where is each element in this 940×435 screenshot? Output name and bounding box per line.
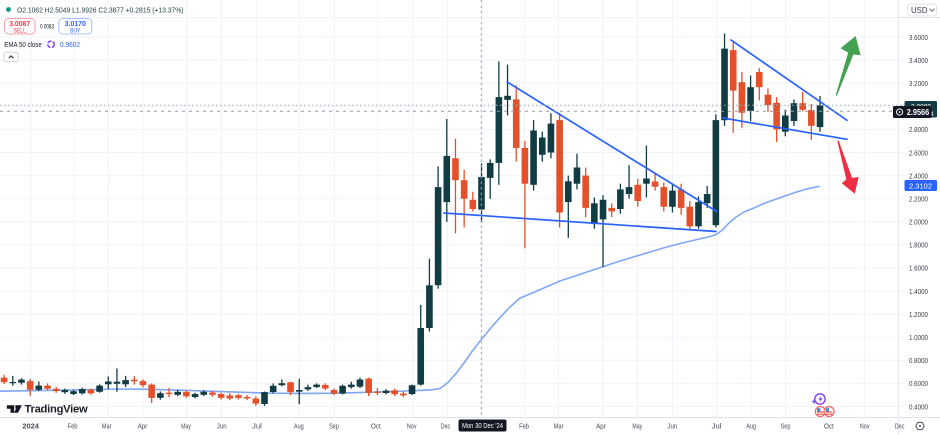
svg-text:Mon 30 Dec '24: Mon 30 Dec '24 bbox=[462, 421, 503, 430]
svg-text:Aug: Aug bbox=[294, 422, 304, 431]
svg-text:0.8000: 0.8000 bbox=[909, 356, 928, 365]
svg-text:Sep: Sep bbox=[781, 422, 791, 431]
svg-text:Jun: Jun bbox=[217, 422, 227, 431]
svg-text:May: May bbox=[181, 422, 191, 431]
svg-text:BUY: BUY bbox=[70, 27, 80, 34]
svg-text:O2.1062 H2.5049 L1.9926 C2.: O2.1062 H2.5049 L1.9926 C2.3877 +0.2815 … bbox=[17, 5, 184, 14]
svg-text:Sep: Sep bbox=[329, 422, 339, 431]
svg-text:Mar: Mar bbox=[102, 422, 112, 431]
svg-text:2.6000: 2.6000 bbox=[909, 148, 928, 157]
svg-text:1.4000: 1.4000 bbox=[909, 287, 928, 296]
svg-text:May: May bbox=[632, 422, 642, 431]
svg-text:3.0087: 3.0087 bbox=[9, 19, 30, 28]
svg-text:2.9566: 2.9566 bbox=[907, 108, 930, 117]
svg-text:2024: 2024 bbox=[22, 422, 39, 431]
svg-text:Oct: Oct bbox=[371, 422, 381, 431]
svg-text:Mar: Mar bbox=[554, 422, 564, 431]
svg-text:Nov: Nov bbox=[860, 422, 870, 431]
svg-text:2.0000: 2.0000 bbox=[909, 218, 928, 227]
svg-text:3.2000: 3.2000 bbox=[909, 79, 928, 88]
svg-text:Dec: Dec bbox=[441, 422, 451, 431]
svg-text:1.2000: 1.2000 bbox=[909, 310, 928, 319]
svg-text:3.0170: 3.0170 bbox=[65, 19, 86, 28]
svg-text:Feb: Feb bbox=[519, 422, 529, 431]
svg-text:0.0083: 0.0083 bbox=[40, 24, 54, 31]
svg-text:SELL: SELL bbox=[13, 27, 26, 34]
svg-text:Nov: Nov bbox=[407, 422, 417, 431]
svg-text:Oct: Oct bbox=[824, 422, 834, 431]
svg-text:Feb: Feb bbox=[68, 422, 78, 431]
svg-text:3.6000: 3.6000 bbox=[909, 33, 928, 42]
svg-text:3.4000: 3.4000 bbox=[909, 56, 928, 65]
svg-text:2.2000: 2.2000 bbox=[909, 195, 928, 204]
svg-text:1.0000: 1.0000 bbox=[909, 333, 928, 342]
svg-text:Dec: Dec bbox=[895, 422, 905, 431]
svg-text:0.9602: 0.9602 bbox=[60, 40, 80, 49]
svg-text:1.8000: 1.8000 bbox=[909, 241, 928, 250]
svg-text:USD: USD bbox=[911, 6, 928, 15]
svg-text:0.6000: 0.6000 bbox=[909, 379, 928, 388]
svg-text:Jul: Jul bbox=[712, 422, 722, 431]
svg-text:2.4000: 2.4000 bbox=[909, 171, 928, 180]
svg-text:2.8000: 2.8000 bbox=[909, 125, 928, 134]
svg-text:Apr: Apr bbox=[138, 422, 148, 431]
svg-text:Apr: Apr bbox=[596, 422, 606, 431]
svg-text:Jun: Jun bbox=[668, 422, 678, 431]
svg-text:EMA 50 close: EMA 50 close bbox=[4, 40, 42, 49]
svg-text:TradingView: TradingView bbox=[25, 404, 88, 416]
svg-text:2.3102: 2.3102 bbox=[909, 181, 932, 190]
svg-text:1.6000: 1.6000 bbox=[909, 264, 928, 273]
svg-text:Jul: Jul bbox=[252, 422, 262, 431]
svg-text:0.4000: 0.4000 bbox=[909, 402, 928, 411]
svg-text:Aug: Aug bbox=[746, 422, 756, 431]
svg-text:4: 4 bbox=[930, 111, 934, 118]
